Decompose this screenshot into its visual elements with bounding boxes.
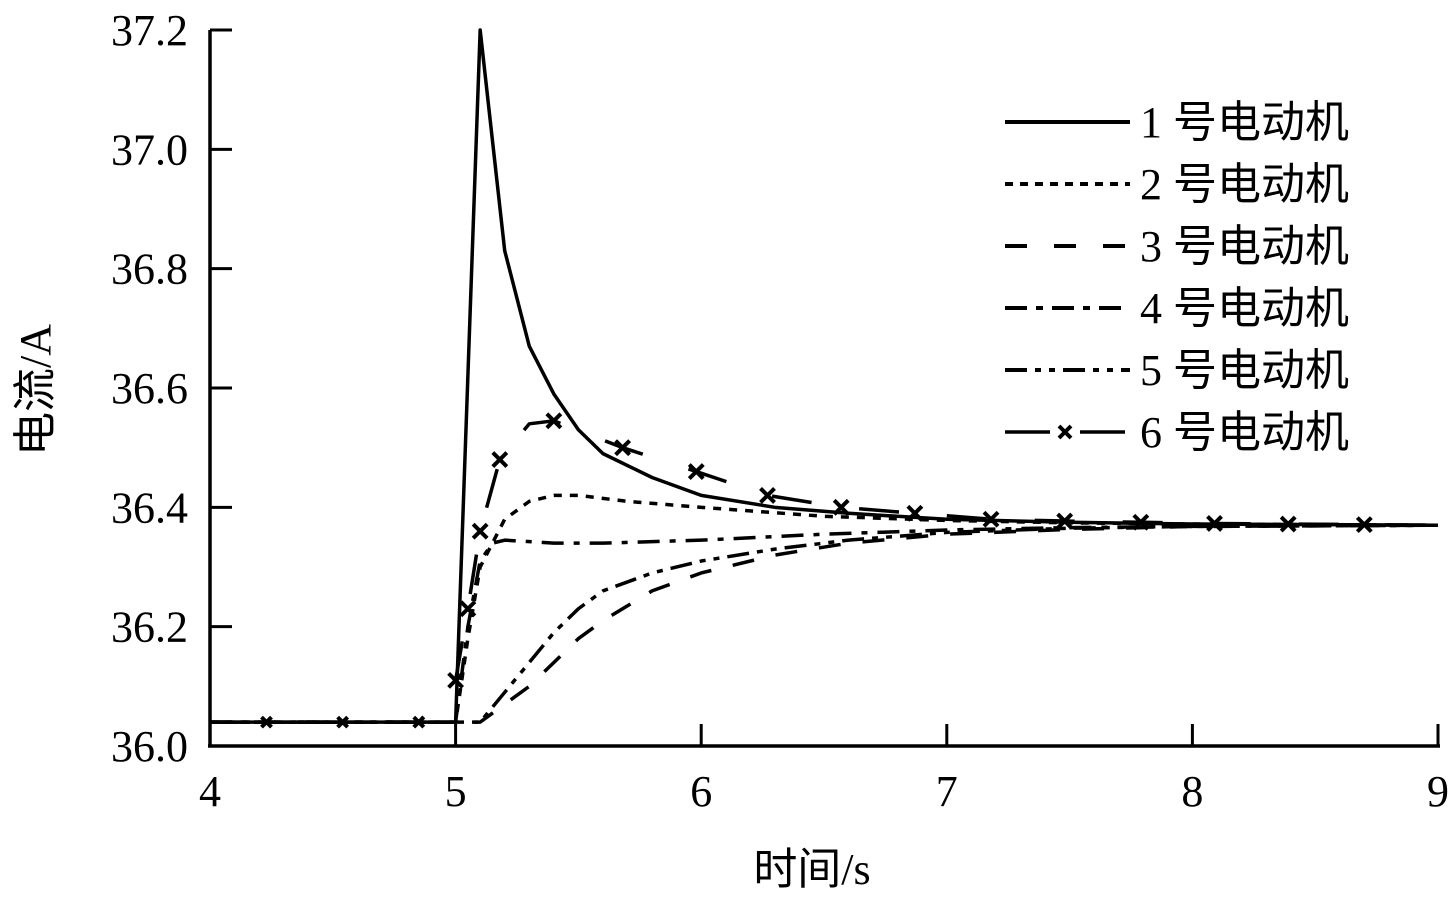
legend-item: 1 号电动机 (1005, 98, 1349, 147)
legend-label: 2 号电动机 (1140, 160, 1349, 209)
legend-item: 2 号电动机 (1005, 160, 1349, 209)
legend-label: 5 号电动机 (1140, 346, 1349, 395)
x-tick-label: 9 (1427, 767, 1449, 816)
plot-lines (210, 28, 1439, 729)
x-marker-icon (1056, 512, 1074, 530)
x-tick-label: 5 (445, 767, 467, 816)
x-marker-icon (614, 439, 632, 457)
x-ticks: 4 5 6 7 8 9 (199, 724, 1449, 816)
x-marker-icon (906, 504, 924, 522)
y-ticks: 36.0 36.2 36.4 36.6 36.8 37.0 37.2 (111, 6, 232, 771)
series-2 (210, 493, 1439, 724)
series-6 (210, 412, 1439, 729)
x-axis-title: 时间/s (753, 845, 870, 894)
x-marker-icon (260, 715, 273, 729)
y-tick-label: 37.0 (111, 125, 188, 174)
legend-item: 3 号电动机 (1005, 222, 1349, 271)
x-marker-icon (459, 600, 477, 618)
legend-label: 6 号电动机 (1140, 408, 1349, 457)
legend-item: 5 号电动机 (1005, 346, 1349, 395)
legend: 1 号电动机 2 号电动机 3 号电动机 4 号电动机 5 号电动机 6 号电动机 (1005, 98, 1349, 457)
x-marker-icon (336, 715, 350, 729)
legend-item: 6 号电动机 (1005, 408, 1349, 457)
y-tick-label: 36.6 (111, 364, 188, 413)
series-4 (210, 523, 1439, 724)
x-marker-icon (832, 498, 850, 516)
x-marker-icon (1206, 515, 1223, 532)
x-marker-icon (759, 486, 776, 504)
x-marker-icon (982, 510, 1000, 528)
x-marker-icon (545, 412, 563, 430)
x-marker-icon (687, 463, 705, 480)
legend-item: 4 号电动机 (1005, 284, 1349, 333)
y-tick-label: 36.4 (111, 483, 188, 532)
y-tick-label: 36.8 (111, 245, 188, 294)
x-marker-icon (447, 671, 465, 689)
legend-label: 1 号电动机 (1140, 98, 1349, 147)
x-marker-icon (412, 715, 426, 729)
x-marker-icon (471, 522, 489, 540)
x-tick-label: 7 (936, 767, 958, 816)
x-marker-icon (1279, 515, 1297, 533)
y-axis-title: 电流/A (11, 324, 60, 456)
x-marker-icon (491, 451, 509, 469)
y-tick-label: 36.2 (111, 603, 188, 652)
y-tick-label: 36.0 (111, 722, 188, 771)
axes: 36.0 36.2 36.4 36.6 36.8 37.0 37.2 4 5 6 7 8 9 (111, 6, 1449, 816)
x-marker-icon (1132, 513, 1150, 531)
y-tick-label: 37.2 (111, 6, 188, 55)
legend-label: 4 号电动机 (1140, 284, 1349, 333)
x-tick-label: 8 (1181, 767, 1203, 816)
series-3 (210, 523, 1439, 724)
legend-label: 3 号电动机 (1140, 222, 1349, 271)
x-marker-icon (1355, 516, 1373, 534)
x-tick-label: 6 (690, 767, 712, 816)
x-tick-label: 4 (199, 767, 221, 816)
series-5 (210, 523, 1439, 724)
x-marker-icon (1057, 424, 1073, 440)
